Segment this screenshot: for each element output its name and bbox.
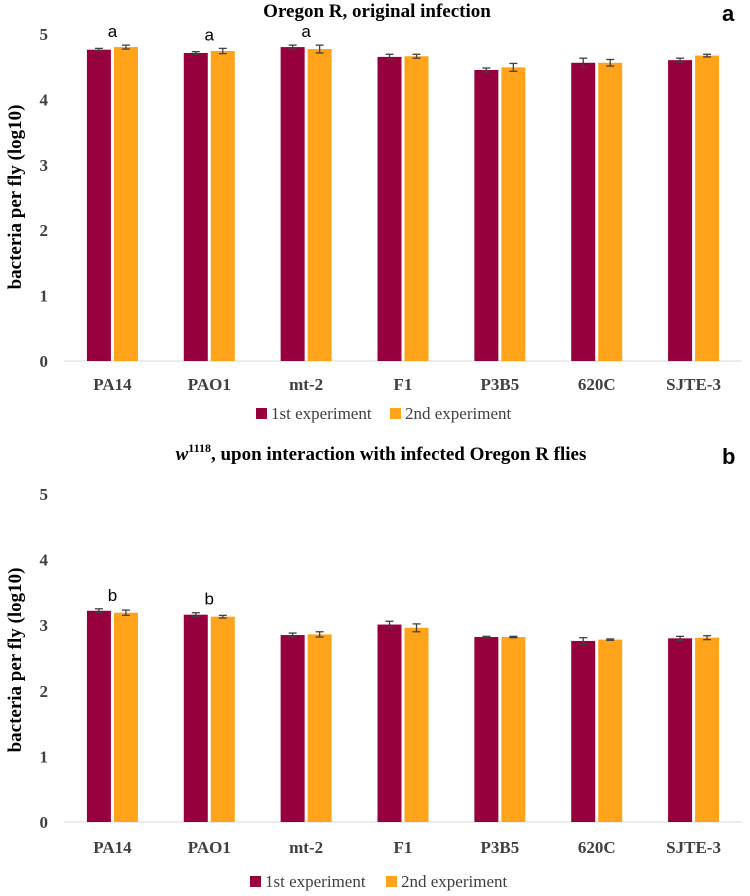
panel-a-bar-exp1 — [571, 62, 596, 361]
panel-b-title-rest: , upon interaction with infected Oregon … — [211, 444, 586, 465]
panel-a-xtick-label: mt-2 — [289, 375, 323, 394]
panel-a-bar-exp1 — [668, 60, 693, 361]
panel-a-ytick-label: 0 — [40, 352, 49, 371]
panel-b-xtick-label: PA14 — [93, 838, 132, 857]
panel-a-xtick-label: 620C — [578, 375, 616, 394]
panel-b-title: w1118, upon interaction with infected Or… — [176, 441, 587, 465]
panel-b-legend-label: 2nd experiment — [401, 872, 507, 891]
panel-b-bar-exp1 — [183, 614, 208, 822]
panel-b-ytick-label: 0 — [40, 813, 49, 832]
panel-b-bar-exp2 — [404, 627, 429, 822]
panel-a-title: Oregon R, original infection — [263, 1, 491, 22]
panel-b-xtick-label: F1 — [394, 838, 413, 857]
panel-b-bar-exp1 — [571, 640, 596, 822]
panel-a-bar-exp2 — [307, 49, 332, 362]
panel-b-xtick-label: P3B5 — [480, 838, 519, 857]
panel-b-significance-letter: b — [108, 586, 117, 605]
panel-b-legend-swatch — [386, 876, 397, 887]
panel-a-significance-letter: a — [205, 25, 215, 44]
panel-a-ytick-label: 5 — [40, 25, 49, 44]
panel-a-xtick-label: P3B5 — [480, 375, 519, 394]
panel-a-legend-swatch — [390, 408, 401, 419]
panel-a-legend-label: 2nd experiment — [405, 404, 511, 423]
panel-a-ytick-label: 3 — [40, 156, 49, 175]
panel-b-bar-exp2 — [695, 637, 720, 822]
panel-b-ytick-label: 4 — [40, 551, 49, 570]
panel-a-ytick-label: 4 — [40, 90, 49, 109]
panel-a-xtick-label: PAO1 — [188, 375, 231, 394]
panel-b-ylabel: bacteria per fly (log10) — [5, 568, 26, 753]
panel-b-title-sup: 1118 — [188, 441, 211, 455]
panel-b-ytick-label: 2 — [40, 682, 49, 701]
panel-a-letter: a — [722, 1, 735, 26]
panel-b-ytick-label: 1 — [40, 747, 49, 766]
panel-b-bar-exp2 — [210, 616, 235, 822]
panel-a-bar-exp2 — [404, 56, 429, 362]
panel-b-bar-exp2 — [598, 639, 623, 822]
panel-a-legend-label: 1st experiment — [271, 404, 372, 423]
panel-b-bar-exp2 — [307, 634, 332, 822]
panel-b-bar-exp2 — [113, 612, 138, 822]
panel-a-bar-exp2 — [210, 51, 235, 362]
panel-a-xtick-label: PA14 — [93, 375, 132, 394]
panel-a-ytick-label: 2 — [40, 221, 49, 240]
panel-a-ytick-label: 1 — [40, 287, 49, 306]
panel-a-plot: 0 1 2 3 4 5 PA14 PAO1 mt-2 F1 P3B5 620C SJTE-3 a a a 1st… — [40, 22, 742, 423]
panel-b-xtick-label: mt-2 — [289, 838, 323, 857]
panel-b-bar-exp2 — [501, 637, 526, 822]
panel-a-bar-exp2 — [695, 55, 720, 361]
panel-b-legend-label: 1st experiment — [265, 872, 366, 891]
panel-b-xtick-label: SJTE-3 — [666, 838, 721, 857]
panel-b-ytick-label: 3 — [40, 616, 49, 635]
panel-b-xtick-label: PAO1 — [188, 838, 231, 857]
panel-b-bar-exp1 — [86, 610, 111, 822]
panel-b-bar-exp1 — [280, 635, 305, 822]
panel-a-bar-exp2 — [113, 47, 138, 362]
panel-b-bar-exp1 — [474, 637, 499, 822]
panel-b-ytick-label: 5 — [40, 485, 49, 504]
panel-b-xtick-label: 620C — [578, 838, 616, 857]
panel-a-bar-exp1 — [86, 49, 111, 362]
panel-a-bar-exp1 — [280, 47, 305, 362]
panel-b-letter: b — [722, 444, 735, 469]
panel-a-xtick-label: SJTE-3 — [666, 375, 721, 394]
panel-b-title-main: w — [176, 444, 189, 465]
panel-a-bar-exp2 — [598, 62, 623, 361]
panel-a-legend-swatch — [256, 408, 267, 419]
panel-b-bar-exp1 — [668, 638, 693, 822]
panel-a-ylabel: bacteria per fly (log10) — [5, 105, 26, 290]
panel-a-bar-exp2 — [501, 67, 526, 361]
panel-b-legend-swatch — [250, 876, 261, 887]
panel-a-significance-letter: a — [108, 22, 118, 41]
panel-b-plot: 0 1 2 3 4 5 PA14 PAO1 mt-2 F1 P3B5 620C SJTE-3 b b 1st … — [40, 485, 742, 891]
panel-a-bar-exp1 — [474, 69, 499, 361]
panel-a-xtick-label: F1 — [394, 375, 413, 394]
panel-b-bar-exp1 — [377, 624, 402, 822]
panel-b-significance-letter: b — [205, 590, 214, 609]
panel-a-significance-letter: a — [301, 22, 311, 41]
panel-a-bar-exp1 — [183, 52, 208, 361]
panel-a-bar-exp1 — [377, 56, 402, 361]
